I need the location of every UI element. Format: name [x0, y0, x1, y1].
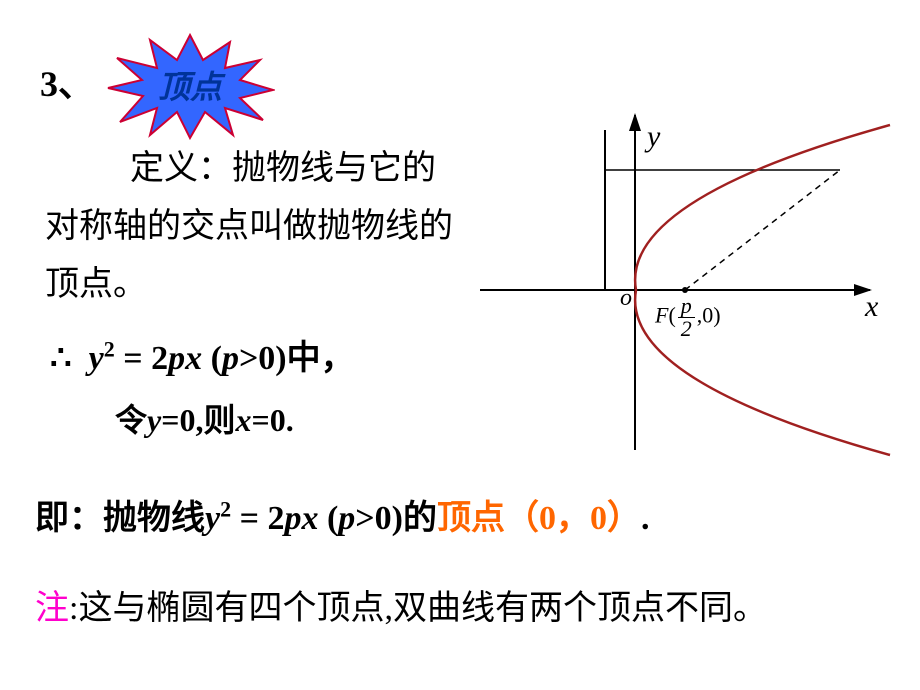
eq-text: = 2 — [115, 340, 168, 377]
suffix-zh: 中， — [287, 340, 355, 377]
heading-burst: 顶点 — [105, 30, 275, 140]
concl-suffix: 的 — [403, 500, 437, 537]
concl-exp: 2 — [220, 497, 231, 522]
var-x2: x — [235, 402, 251, 438]
focus-label: F(p2,0) — [655, 295, 721, 340]
definition-text: 定义：抛物线与它的对称轴的交点叫做抛物线的顶点。 — [45, 140, 465, 313]
note-label: 注 — [35, 590, 69, 627]
concl-mid: = 2 — [231, 500, 284, 537]
x-axis-label: x — [865, 290, 878, 324]
cond-rest: >0) — [239, 340, 287, 377]
concl-cond-open: ( — [318, 500, 338, 537]
focus-frac-top: p — [678, 295, 695, 318]
concl-vertex: 顶点（0，0） — [437, 500, 641, 537]
focus-to-point-line — [685, 170, 840, 290]
cond-var: p — [222, 340, 239, 377]
concl-prefix: 即：抛物线 — [35, 500, 205, 537]
parabola-graph: y x o F(p2,0) — [470, 100, 900, 460]
therefore-symbol: ∴ — [50, 340, 72, 377]
concl-x: x — [301, 500, 318, 537]
concl-p: p — [284, 500, 301, 537]
eq0-1: =0, — [161, 402, 203, 438]
var-y: y — [89, 340, 104, 377]
derivation-line-2: 令y=0,则x=0. — [115, 395, 294, 441]
concl-period: . — [641, 500, 650, 537]
graph-svg — [470, 100, 900, 460]
var-p: p — [168, 340, 185, 377]
focus-F: F — [655, 303, 668, 328]
then-zh: 则 — [203, 402, 235, 438]
note-line: 注:这与椭圆有四个顶点,双曲线有两个顶点不同。 — [35, 580, 767, 629]
concl-y: y — [205, 500, 220, 537]
section-number: 3、 — [40, 55, 94, 107]
heading-text: 顶点 — [158, 62, 222, 108]
focus-frac-bot: 2 — [678, 318, 695, 340]
focus-rest: ,0) — [697, 303, 721, 328]
definition-content: 定义：抛物线与它的对称轴的交点叫做抛物线的顶点。 — [45, 150, 453, 303]
concl-cond-var: p — [338, 500, 355, 537]
var-x: x — [185, 340, 202, 377]
exp-2: 2 — [104, 337, 115, 362]
var-y2: y — [147, 402, 161, 438]
conclusion-line: 即：抛物线y2 = 2px (p>0)的顶点（0，0）. — [35, 490, 650, 539]
eq0-2: =0. — [251, 402, 293, 438]
y-axis-label: y — [647, 120, 660, 154]
cond-open: ( — [202, 340, 222, 377]
concl-cond-rest: >0) — [355, 500, 403, 537]
origin-label: o — [620, 285, 632, 312]
let-zh: 令 — [115, 402, 147, 438]
note-text: :这与椭圆有四个顶点,双曲线有两个顶点不同。 — [69, 590, 767, 627]
derivation-line-1: ∴ y2 = 2px (p>0)中， — [50, 330, 355, 379]
